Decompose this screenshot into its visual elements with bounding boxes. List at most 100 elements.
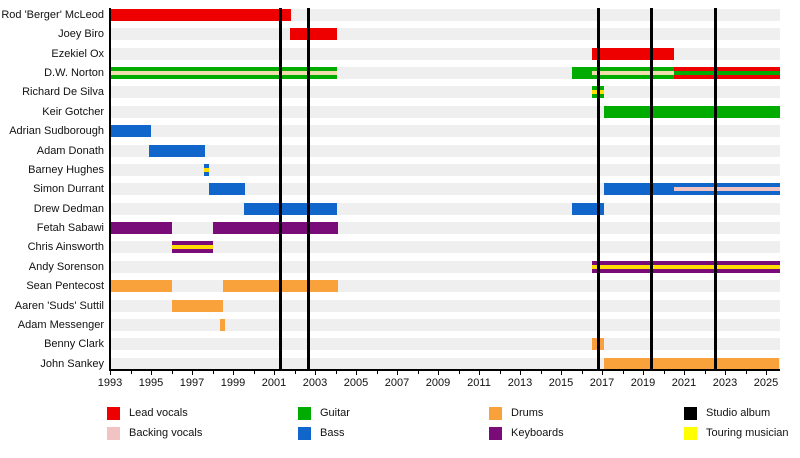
member-label: Richard De Silva	[22, 86, 104, 99]
legend-label: Touring musician	[706, 427, 789, 439]
member-label: Aaren 'Suds' Suttil	[14, 299, 104, 312]
timeline-bar-guitar	[591, 67, 674, 80]
member-label: D.W. Norton	[44, 67, 104, 80]
x-minor-tick	[458, 371, 460, 374]
legend-label: Studio album	[706, 407, 771, 419]
member-label: Chris Ainsworth	[27, 241, 104, 254]
timeline-bar-keyboards	[212, 222, 338, 235]
x-tick-label: 2007	[384, 377, 410, 389]
role-stripe-touring_stripe	[171, 245, 213, 250]
x-major-tick	[397, 371, 398, 375]
drums-swatch	[489, 407, 502, 420]
timeline-bar-drums	[604, 357, 780, 370]
member-label: Joey Biro	[58, 28, 104, 41]
member-row-band	[110, 280, 780, 293]
member-row-band	[110, 47, 780, 60]
x-major-tick	[192, 371, 193, 375]
bass-swatch	[298, 427, 311, 440]
member-label: Adam Messenger	[17, 318, 104, 331]
member-row-band	[110, 318, 780, 331]
legend-label: Backing vocals	[129, 427, 203, 439]
x-minor-tick	[171, 371, 173, 374]
x-minor-tick	[745, 371, 747, 374]
timeline-bar-lead_vocals	[673, 67, 780, 80]
studio-album-line	[307, 8, 311, 369]
x-tick-label: 2005	[343, 377, 369, 389]
x-tick-label: 1995	[138, 377, 164, 389]
lead-vocals-swatch	[107, 407, 120, 420]
legend-item-touring-musician: Touring musician	[684, 427, 794, 441]
member-row-band	[110, 299, 780, 312]
guitar-swatch	[298, 407, 311, 420]
x-major-tick	[356, 371, 357, 375]
x-major-tick	[110, 371, 111, 375]
member-label: Keir Gotcher	[42, 105, 104, 118]
member-row-band	[110, 28, 780, 41]
role-stripe-backing_vocals	[673, 187, 780, 192]
x-tick-label: 2025	[753, 377, 779, 389]
x-tick-label: 2011	[467, 377, 491, 389]
x-tick-label: 2001	[261, 377, 287, 389]
member-row-band	[110, 241, 780, 254]
backing-vocals-swatch	[107, 427, 120, 440]
timeline-bar-drums	[110, 280, 172, 293]
member-label: Sean Pentecost	[26, 280, 104, 293]
keyboards-swatch	[489, 427, 502, 440]
x-major-tick	[643, 371, 644, 375]
studio-album-line	[649, 8, 653, 369]
member-label: Benny Clark	[44, 338, 104, 351]
role-stripe-touring_stripe	[591, 264, 780, 269]
x-major-tick	[274, 371, 275, 375]
studio-album-line	[278, 8, 282, 369]
member-label: Fetah Sabawi	[36, 222, 104, 235]
timeline-bar-bass	[673, 183, 780, 196]
x-minor-tick	[704, 371, 706, 374]
legend-label: Guitar	[320, 407, 350, 419]
member-label: John Sankey	[40, 357, 104, 370]
timeline-bar-bass	[204, 163, 210, 176]
x-minor-tick	[253, 371, 255, 374]
member-label: Andy Sorenson	[28, 260, 104, 273]
x-minor-tick	[130, 371, 132, 374]
x-major-tick	[602, 371, 603, 375]
member-row-band	[110, 144, 780, 157]
legend-item-keyboards: Keyboards	[489, 427, 599, 441]
timeline-bar-keyboards	[171, 241, 213, 254]
timeline-bar-guitar	[604, 105, 780, 118]
member-label: Adam Donath	[36, 144, 104, 157]
member-row-band	[110, 86, 780, 99]
member-row-band	[110, 125, 780, 138]
timeline-bar-guitar	[110, 67, 337, 80]
legend-label: Bass	[320, 427, 345, 439]
x-major-tick	[725, 371, 726, 375]
x-tick-label: 2021	[671, 377, 697, 389]
legend-item-backing-vocals: Backing vocals	[107, 427, 217, 441]
x-tick-label: 1997	[179, 377, 205, 389]
x-major-tick	[684, 371, 685, 375]
x-minor-tick	[540, 371, 542, 374]
studio-album-line	[597, 8, 601, 369]
timeline-bar-keyboards	[591, 260, 780, 273]
x-tick-label: 1993	[97, 377, 123, 389]
legend-label: Lead vocals	[129, 407, 188, 419]
member-label: Barney Hughes	[28, 163, 104, 176]
timeline-bar-lead_vocals	[591, 47, 674, 60]
timeline-bar-bass	[244, 202, 337, 215]
timeline-bar-bass	[110, 125, 151, 138]
timeline-bar-drums	[219, 318, 225, 331]
x-major-tick	[520, 371, 521, 375]
member-label: Drew Dedman	[33, 202, 104, 215]
studio-album-swatch	[684, 407, 697, 420]
y-axis-line	[109, 8, 111, 370]
x-major-tick	[479, 371, 480, 375]
timeline-bar-bass	[209, 183, 246, 196]
x-minor-tick	[212, 371, 214, 374]
member-row-band	[110, 338, 780, 351]
legend-item-lead-vocals: Lead vocals	[107, 407, 217, 421]
x-axis-line	[109, 369, 780, 371]
timeline-bar-lead_vocals	[110, 9, 292, 21]
x-minor-tick	[499, 371, 501, 374]
x-minor-tick	[622, 371, 624, 374]
timeline-bar-keyboards	[110, 222, 172, 235]
